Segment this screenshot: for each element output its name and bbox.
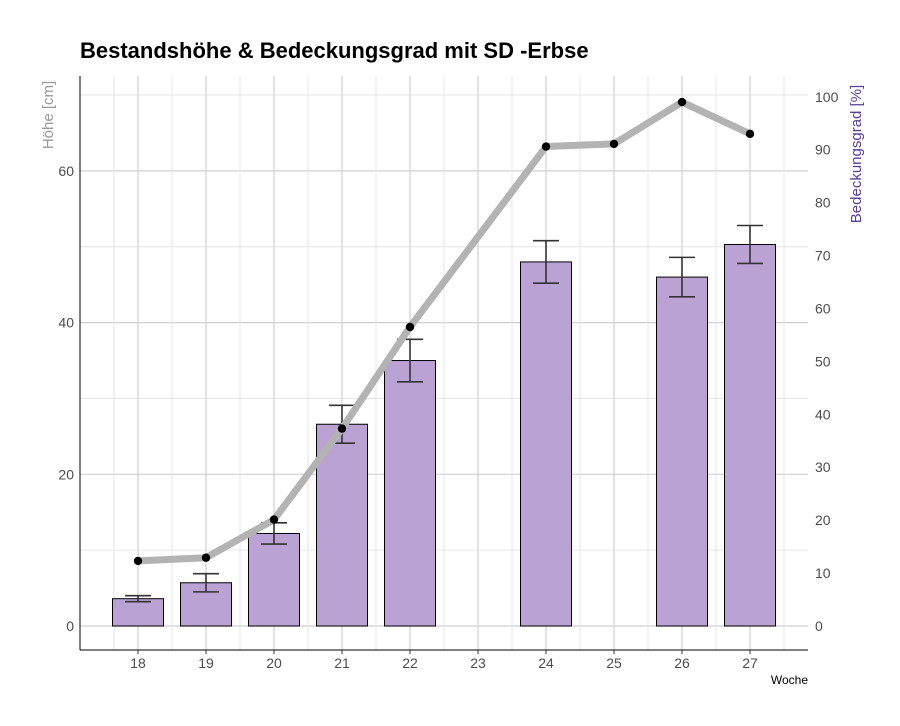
coverage-point-week-19 <box>201 553 211 562</box>
coverage-point-week-27 <box>745 129 755 139</box>
axes <box>79 76 808 651</box>
error-bar-week-27 <box>737 224 763 265</box>
coverage-point-week-21 <box>337 424 347 433</box>
error-bar-week-18 <box>125 594 151 603</box>
x-tick-label-24: 24 <box>538 655 554 671</box>
error-bar-week-19 <box>193 572 219 593</box>
x-tick-label-21: 21 <box>334 655 350 671</box>
x-tick-label-22: 22 <box>402 655 418 671</box>
bar-week-27 <box>724 243 776 627</box>
y-right-tick-label: 20 <box>815 512 831 528</box>
right-axis-ticks: 0 10 20 30 40 50 60 70 80 90 100 <box>815 89 839 634</box>
left-axis-ticks: 0 20 40 60 <box>58 163 74 634</box>
coverage-point-week-20 <box>269 515 279 524</box>
x-axis-label: Woche <box>771 673 808 687</box>
coverage-point-week-24 <box>541 142 551 151</box>
y-right-tick-label: 30 <box>815 459 831 475</box>
y-left-tick-label: 0 <box>66 618 74 634</box>
x-tick-label-23: 23 <box>470 655 486 671</box>
x-tick-label-25: 25 <box>606 655 622 671</box>
y-right-tick-label: 100 <box>815 89 839 105</box>
y-right-tick-label: 90 <box>815 142 831 158</box>
coverage-point-week-25 <box>609 139 619 149</box>
coverage-point-week-18 <box>133 556 143 566</box>
x-axis-ticks: 18 19 20 21 22 23 24 25 26 27 <box>130 650 758 671</box>
x-tick-label-20: 20 <box>266 655 282 671</box>
bar-week-18 <box>112 598 164 627</box>
y-left-tick-label: 60 <box>58 163 74 179</box>
y-right-tick-label: 60 <box>815 300 831 316</box>
y-right-tick-label: 80 <box>815 195 831 211</box>
coverage-point-week-26 <box>677 97 687 107</box>
bars <box>112 243 776 627</box>
x-tick-label-18: 18 <box>130 655 146 671</box>
bar-week-26 <box>656 276 708 627</box>
x-tick-label-27: 27 <box>742 655 758 671</box>
bar-week-24 <box>520 261 572 627</box>
y-right-tick-label: 50 <box>815 353 831 369</box>
y-left-tick-label: 40 <box>58 315 74 331</box>
y-right-tick-label: 10 <box>815 565 831 581</box>
x-tick-label-19: 19 <box>198 655 214 671</box>
y-left-tick-label: 20 <box>58 466 74 482</box>
bar-week-20 <box>248 532 300 627</box>
y-axis-right-label: Bedeckungsgrad [%] <box>848 85 865 223</box>
x-tick-label-26: 26 <box>674 655 690 671</box>
bar-week-22 <box>384 360 436 627</box>
coverage-point-week-22 <box>405 322 415 332</box>
chart-title: Bestandshöhe & Bedeckungsgrad mit SD -Er… <box>80 38 589 63</box>
coverage-points <box>133 97 755 566</box>
y-right-tick-label: 70 <box>815 248 831 264</box>
error-bar-week-26 <box>669 256 695 298</box>
error-bar-week-24 <box>533 239 559 284</box>
y-right-tick-label: 40 <box>815 406 831 422</box>
y-right-tick-label: 0 <box>815 618 823 634</box>
y-axis-left-label: Höhe [cm] <box>40 81 57 149</box>
